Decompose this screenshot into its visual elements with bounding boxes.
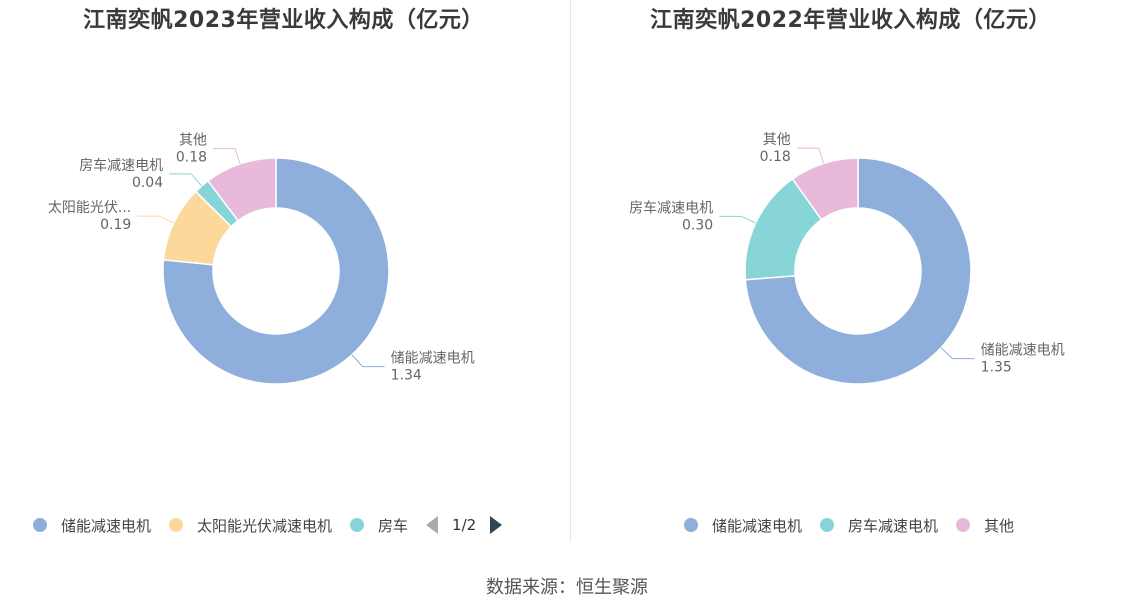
data-source: 数据来源：恒生聚源	[486, 577, 648, 598]
slice-value: 0.30	[682, 217, 713, 233]
slice-label: 储能减速电机	[391, 351, 475, 367]
legend-label: 房车	[378, 516, 409, 535]
legend-marker	[169, 518, 184, 532]
slice-label: 房车减速电机	[629, 199, 713, 216]
legend-item[interactable]: 储能减速电机	[684, 515, 802, 536]
chart-title-2023: 江南奕帆2023年营业收入构成（亿元）	[83, 8, 484, 33]
legend-marker	[956, 518, 971, 532]
slice-value: 1.34	[391, 368, 422, 384]
slice-label: 太阳能光伏...	[48, 200, 131, 216]
legend-label: 其他	[984, 516, 1015, 535]
donut-slice[interactable]	[206, 157, 277, 222]
donut-slice[interactable]	[791, 157, 859, 221]
donut-slice[interactable]	[744, 157, 972, 385]
leader-line	[137, 215, 174, 224]
slice-label: 其他	[763, 132, 791, 148]
leader-line	[940, 347, 975, 360]
legend-label: 太阳能光伏减速电机	[197, 516, 333, 535]
slice-value: 0.19	[100, 217, 131, 233]
legend-marker	[33, 518, 47, 532]
leader-line	[169, 173, 203, 187]
slice-value: 0.18	[760, 149, 791, 165]
legend-marker	[820, 518, 835, 532]
legend-label: 储能减速电机	[61, 516, 152, 535]
legend-label: 房车减速电机	[848, 516, 939, 535]
donut-slice[interactable]	[162, 157, 390, 385]
pager-text: 1/2	[452, 516, 477, 534]
legend-marker	[350, 518, 365, 532]
pager-next-icon[interactable]	[490, 516, 503, 534]
leader-line	[351, 354, 385, 368]
legend-label: 储能减速电机	[712, 516, 803, 535]
slice-value: 1.35	[981, 360, 1012, 376]
slice-value: 0.04	[132, 175, 163, 191]
legend-item[interactable]: 太阳能光伏减速电机	[169, 515, 332, 536]
slice-label: 储能减速电机	[981, 343, 1065, 359]
pager-prev-icon[interactable]	[426, 516, 439, 534]
legend-2022: 储能减速电机 房车减速电机 其他	[684, 512, 1032, 538]
panel-divider	[570, 0, 571, 542]
legend-item[interactable]: 房车	[350, 515, 408, 536]
slice-label: 其他	[179, 133, 207, 149]
leader-line	[796, 147, 825, 164]
legend-pager: 1/2	[426, 516, 503, 534]
chart-title-2022: 江南奕帆2022年营业收入构成（亿元）	[650, 8, 1051, 33]
slice-value: 0.18	[176, 150, 207, 166]
legend-item[interactable]: 其他	[956, 515, 1014, 536]
leader-line	[719, 215, 756, 224]
legend-item[interactable]: 储能减速电机	[33, 515, 151, 536]
legend-item[interactable]: 房车减速电机	[820, 515, 938, 536]
legend-marker	[684, 518, 698, 532]
leader-line	[213, 148, 241, 165]
legend-2023: 储能减速电机 太阳能光伏减速电机 房车 1/2	[33, 512, 503, 538]
slice-label: 房车减速电机	[79, 157, 163, 174]
